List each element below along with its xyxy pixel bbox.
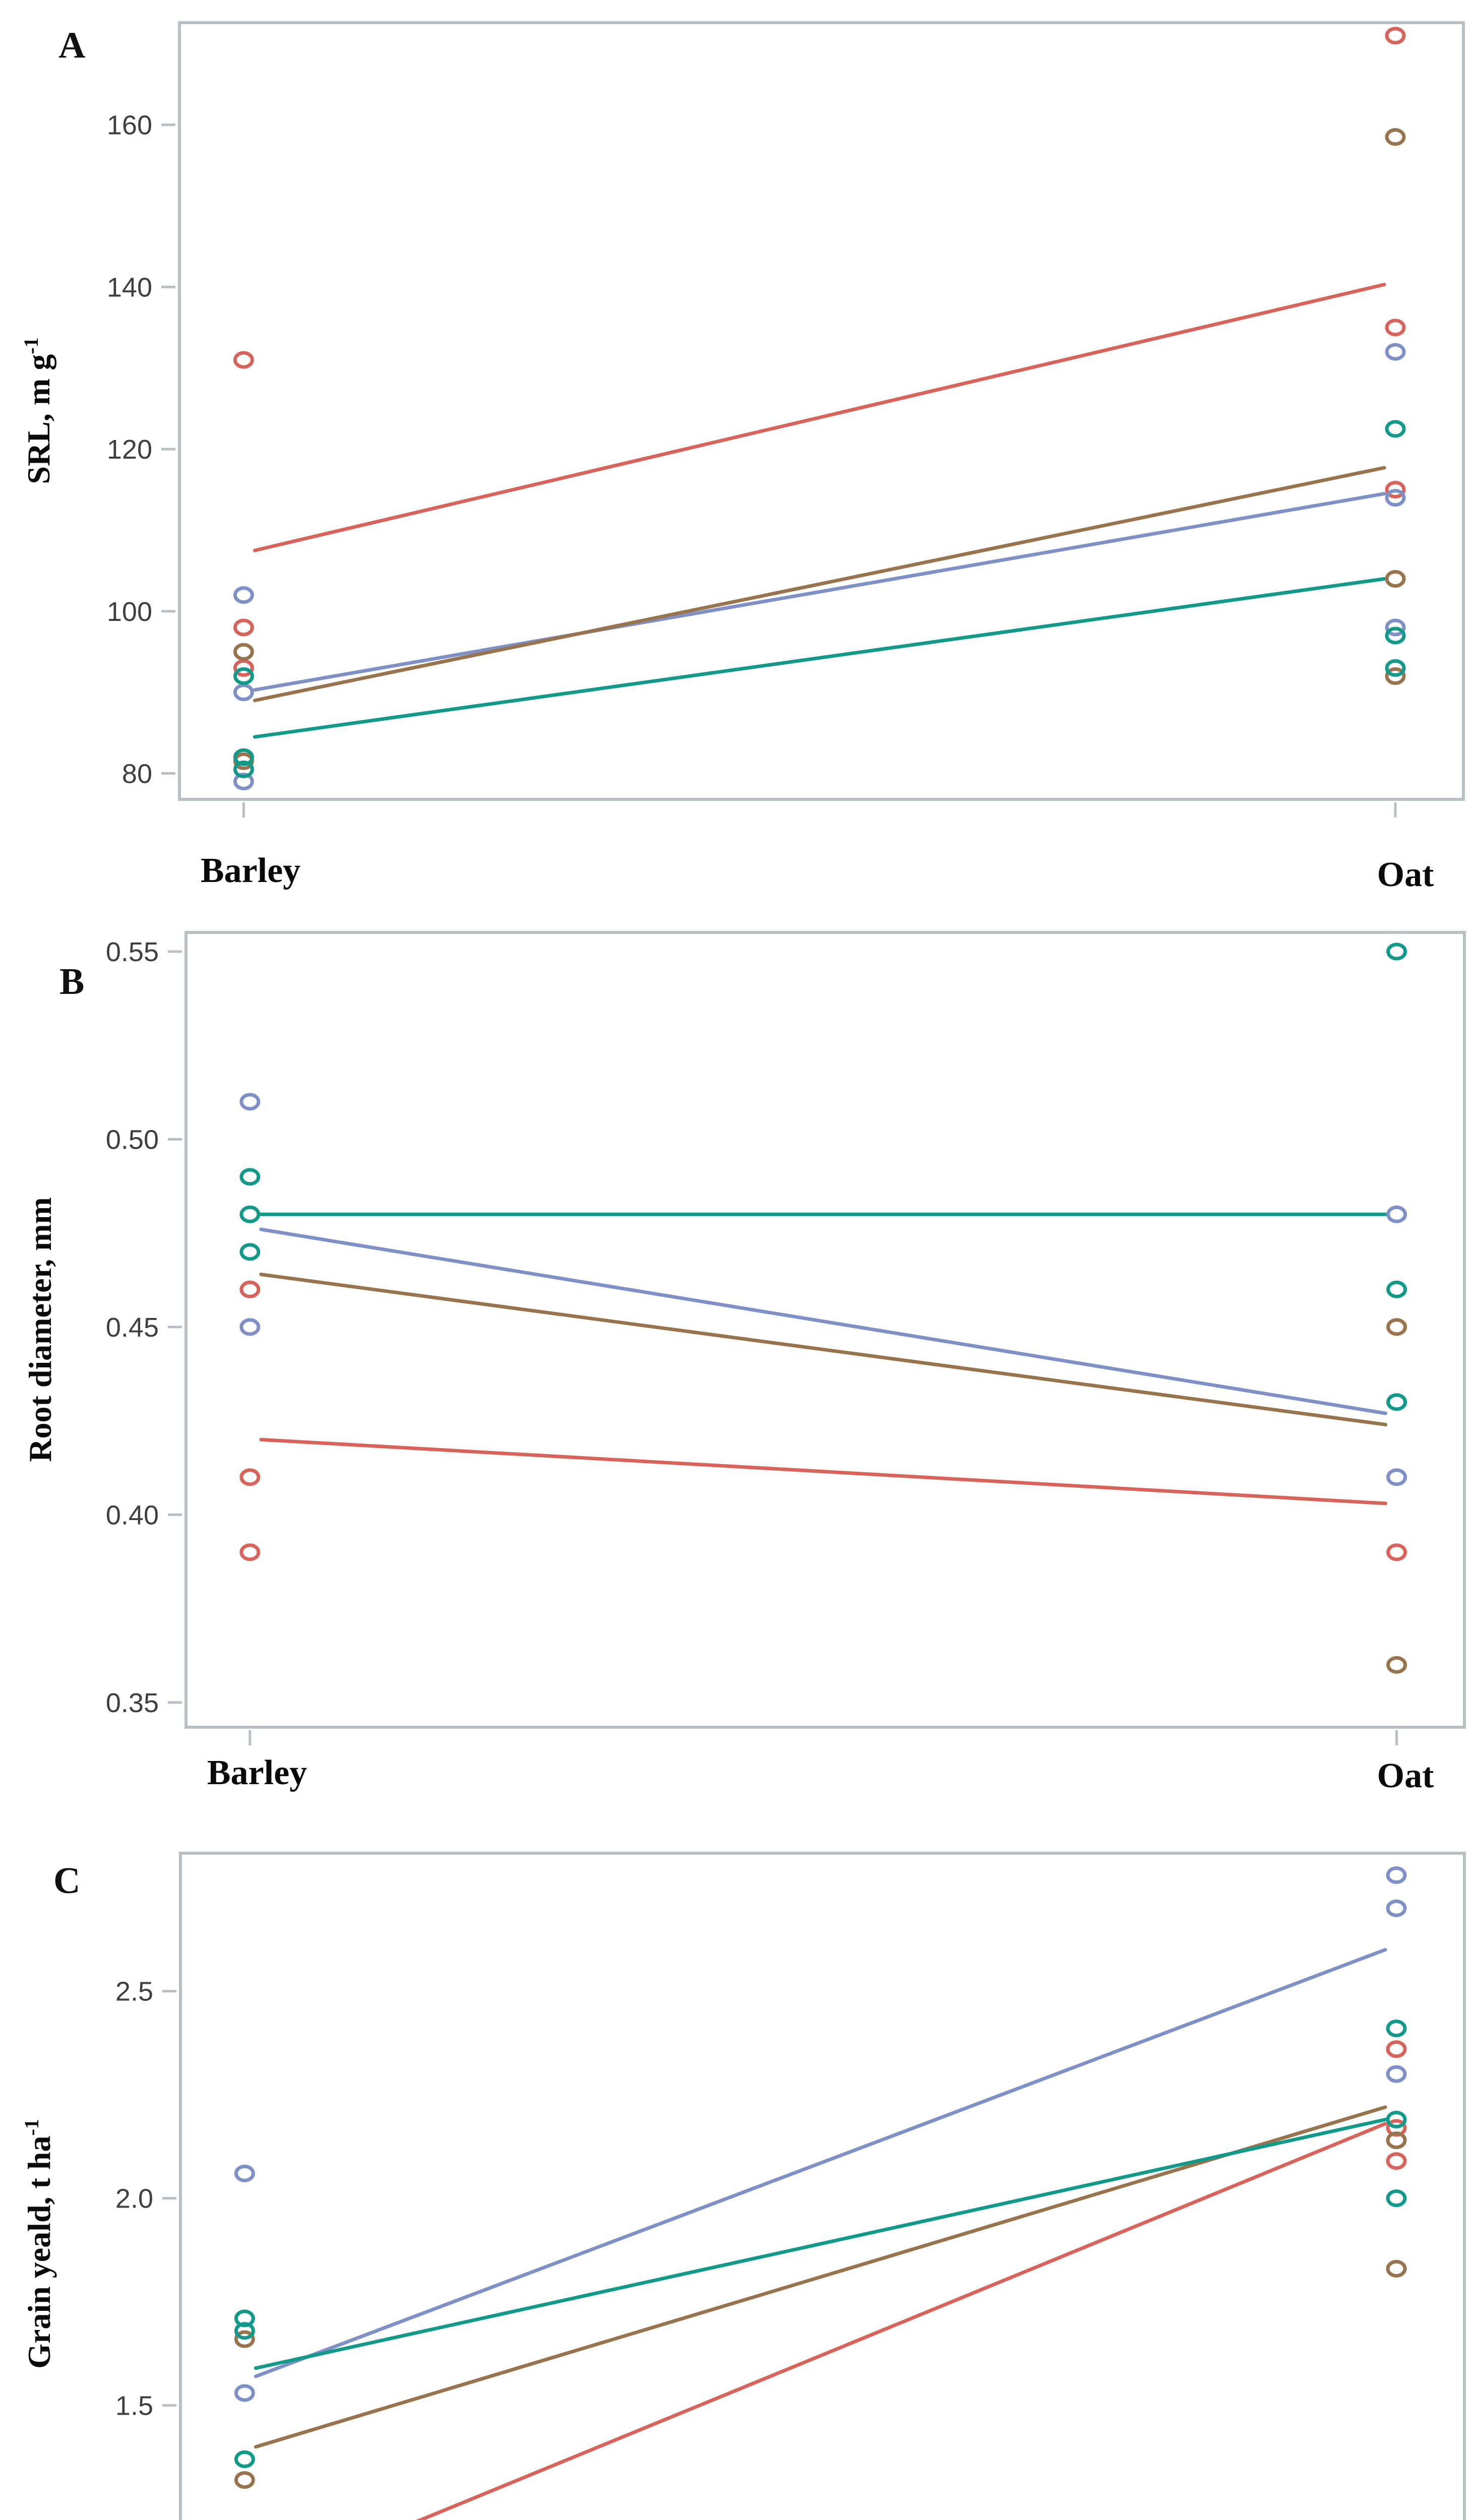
data-point-teal xyxy=(239,1205,261,1223)
panel-b-y-axis-title-text: Root diameter, mm xyxy=(22,1197,58,1462)
panel-c-y-axis-title-text: Grain yeald, t ha xyxy=(21,2135,57,2369)
data-point-blue xyxy=(239,1318,261,1336)
data-point-teal xyxy=(234,2322,255,2340)
data-point-teal xyxy=(239,1168,261,1186)
data-point-blue xyxy=(233,773,254,791)
y-tick-label: 0.40 xyxy=(106,1500,159,1530)
data-point-brown xyxy=(1386,2131,1407,2150)
data-point-blue xyxy=(1386,1468,1407,1486)
plot-frame xyxy=(179,1852,1466,2520)
data-point-blue xyxy=(1385,343,1406,361)
data-point-teal xyxy=(1386,1280,1407,1298)
data-point-blue xyxy=(1385,489,1406,507)
data-point-blue xyxy=(1386,1866,1407,1884)
data-point-salmon xyxy=(239,1280,261,1298)
y-tick-label: 0.50 xyxy=(106,1124,159,1155)
data-point-salmon xyxy=(1386,2040,1407,2058)
data-point-brown xyxy=(1386,1656,1407,1674)
data-point-salmon xyxy=(233,659,254,677)
panel-a-category-oat: Oat xyxy=(1377,855,1434,894)
panel-a-letter: A xyxy=(58,25,86,66)
y-tick-label: 100 xyxy=(107,597,152,627)
data-point-salmon xyxy=(1386,2152,1407,2170)
panel-c-y-axis-title-sup: -1 xyxy=(20,2119,43,2136)
data-point-blue xyxy=(234,2384,255,2402)
data-point-teal xyxy=(233,760,254,778)
trend-line-blue xyxy=(253,492,1386,692)
y-tick-label: 0.55 xyxy=(106,937,159,967)
data-point-teal xyxy=(233,667,254,685)
data-point-blue xyxy=(233,586,254,604)
data-point-blue xyxy=(1386,2065,1407,2083)
trend-line-blue xyxy=(259,1227,1388,1415)
trend-line-blue xyxy=(254,1948,1387,2378)
plot-frame xyxy=(185,931,1466,1729)
panel-b-category-barley: Barley xyxy=(207,1753,308,1792)
data-point-salmon xyxy=(233,618,254,637)
data-point-teal xyxy=(1385,626,1406,645)
y-tick-label: 2.0 xyxy=(115,2184,153,2214)
data-point-teal xyxy=(1386,942,1407,961)
data-point-salmon xyxy=(1385,481,1406,499)
data-point-salmon xyxy=(1385,27,1406,45)
data-point-teal xyxy=(1385,659,1406,677)
data-point-blue xyxy=(1385,618,1406,637)
y-tick-label: 120 xyxy=(107,434,152,465)
y-tick-label: 140 xyxy=(107,272,152,302)
data-point-blue xyxy=(239,1093,261,1111)
panel-c-y-axis-title: Grain yeald, t ha -1 xyxy=(17,1841,62,2520)
panel-b-category-oat: Oat xyxy=(1377,1756,1434,1795)
y-tick-label: 2.5 xyxy=(115,1977,153,2007)
data-point-blue xyxy=(1386,1205,1407,1223)
trend-line-teal xyxy=(253,577,1386,739)
data-point-teal xyxy=(234,2450,255,2468)
panel-c-letter: C xyxy=(53,1860,81,1902)
plot-frame xyxy=(178,21,1465,801)
data-point-brown xyxy=(1385,667,1406,685)
data-point-teal xyxy=(1386,2189,1407,2208)
data-point-brown xyxy=(1386,1318,1407,1336)
data-point-salmon xyxy=(1386,1543,1407,1561)
trend-line-salmon xyxy=(253,283,1386,552)
data-point-teal xyxy=(1386,2111,1407,2129)
data-point-brown xyxy=(1385,128,1406,146)
y-tick-label: 160 xyxy=(107,110,152,141)
data-point-blue xyxy=(234,2164,255,2182)
trend-line-teal xyxy=(254,2118,1387,2370)
trend-line-brown xyxy=(259,1273,1388,1427)
trend-line-brown xyxy=(254,2105,1387,2449)
data-point-blue xyxy=(1386,1899,1407,1917)
panel-b-y-axis-title: Root diameter, mm xyxy=(18,926,63,1733)
data-point-brown xyxy=(233,643,254,661)
data-point-teal xyxy=(233,748,254,766)
data-point-teal xyxy=(239,1243,261,1261)
y-tick-label: 0.45 xyxy=(106,1312,159,1343)
y-tick-label: 1.5 xyxy=(115,2391,153,2421)
data-point-salmon xyxy=(1385,319,1406,337)
panel-a-y-axis-title-text: SRL, m g xyxy=(21,354,56,484)
data-point-salmon xyxy=(233,351,254,369)
data-point-brown xyxy=(1386,2259,1407,2278)
data-point-brown xyxy=(234,2471,255,2489)
data-point-salmon xyxy=(239,1468,261,1486)
data-point-teal xyxy=(1385,420,1406,438)
trend-line-salmon xyxy=(259,1437,1388,1505)
trend-line-brown xyxy=(253,466,1386,703)
data-point-blue xyxy=(233,683,254,702)
y-tick-label: 80 xyxy=(122,759,152,789)
data-point-teal xyxy=(1386,1393,1407,1411)
data-point-teal xyxy=(1386,2020,1407,2038)
data-point-brown xyxy=(234,2330,255,2348)
y-tick-label: 0.35 xyxy=(106,1688,159,1718)
panel-a-y-axis-title: SRL, m g -1 xyxy=(16,8,62,814)
panel-a-category-barley: Barley xyxy=(200,851,301,890)
panel-a-y-axis-title-sup: -1 xyxy=(20,337,42,354)
panel-b-letter: B xyxy=(59,961,85,1002)
data-point-salmon xyxy=(239,1543,261,1561)
trend-line-salmon xyxy=(416,2122,1387,2520)
data-point-brown xyxy=(1385,570,1406,588)
